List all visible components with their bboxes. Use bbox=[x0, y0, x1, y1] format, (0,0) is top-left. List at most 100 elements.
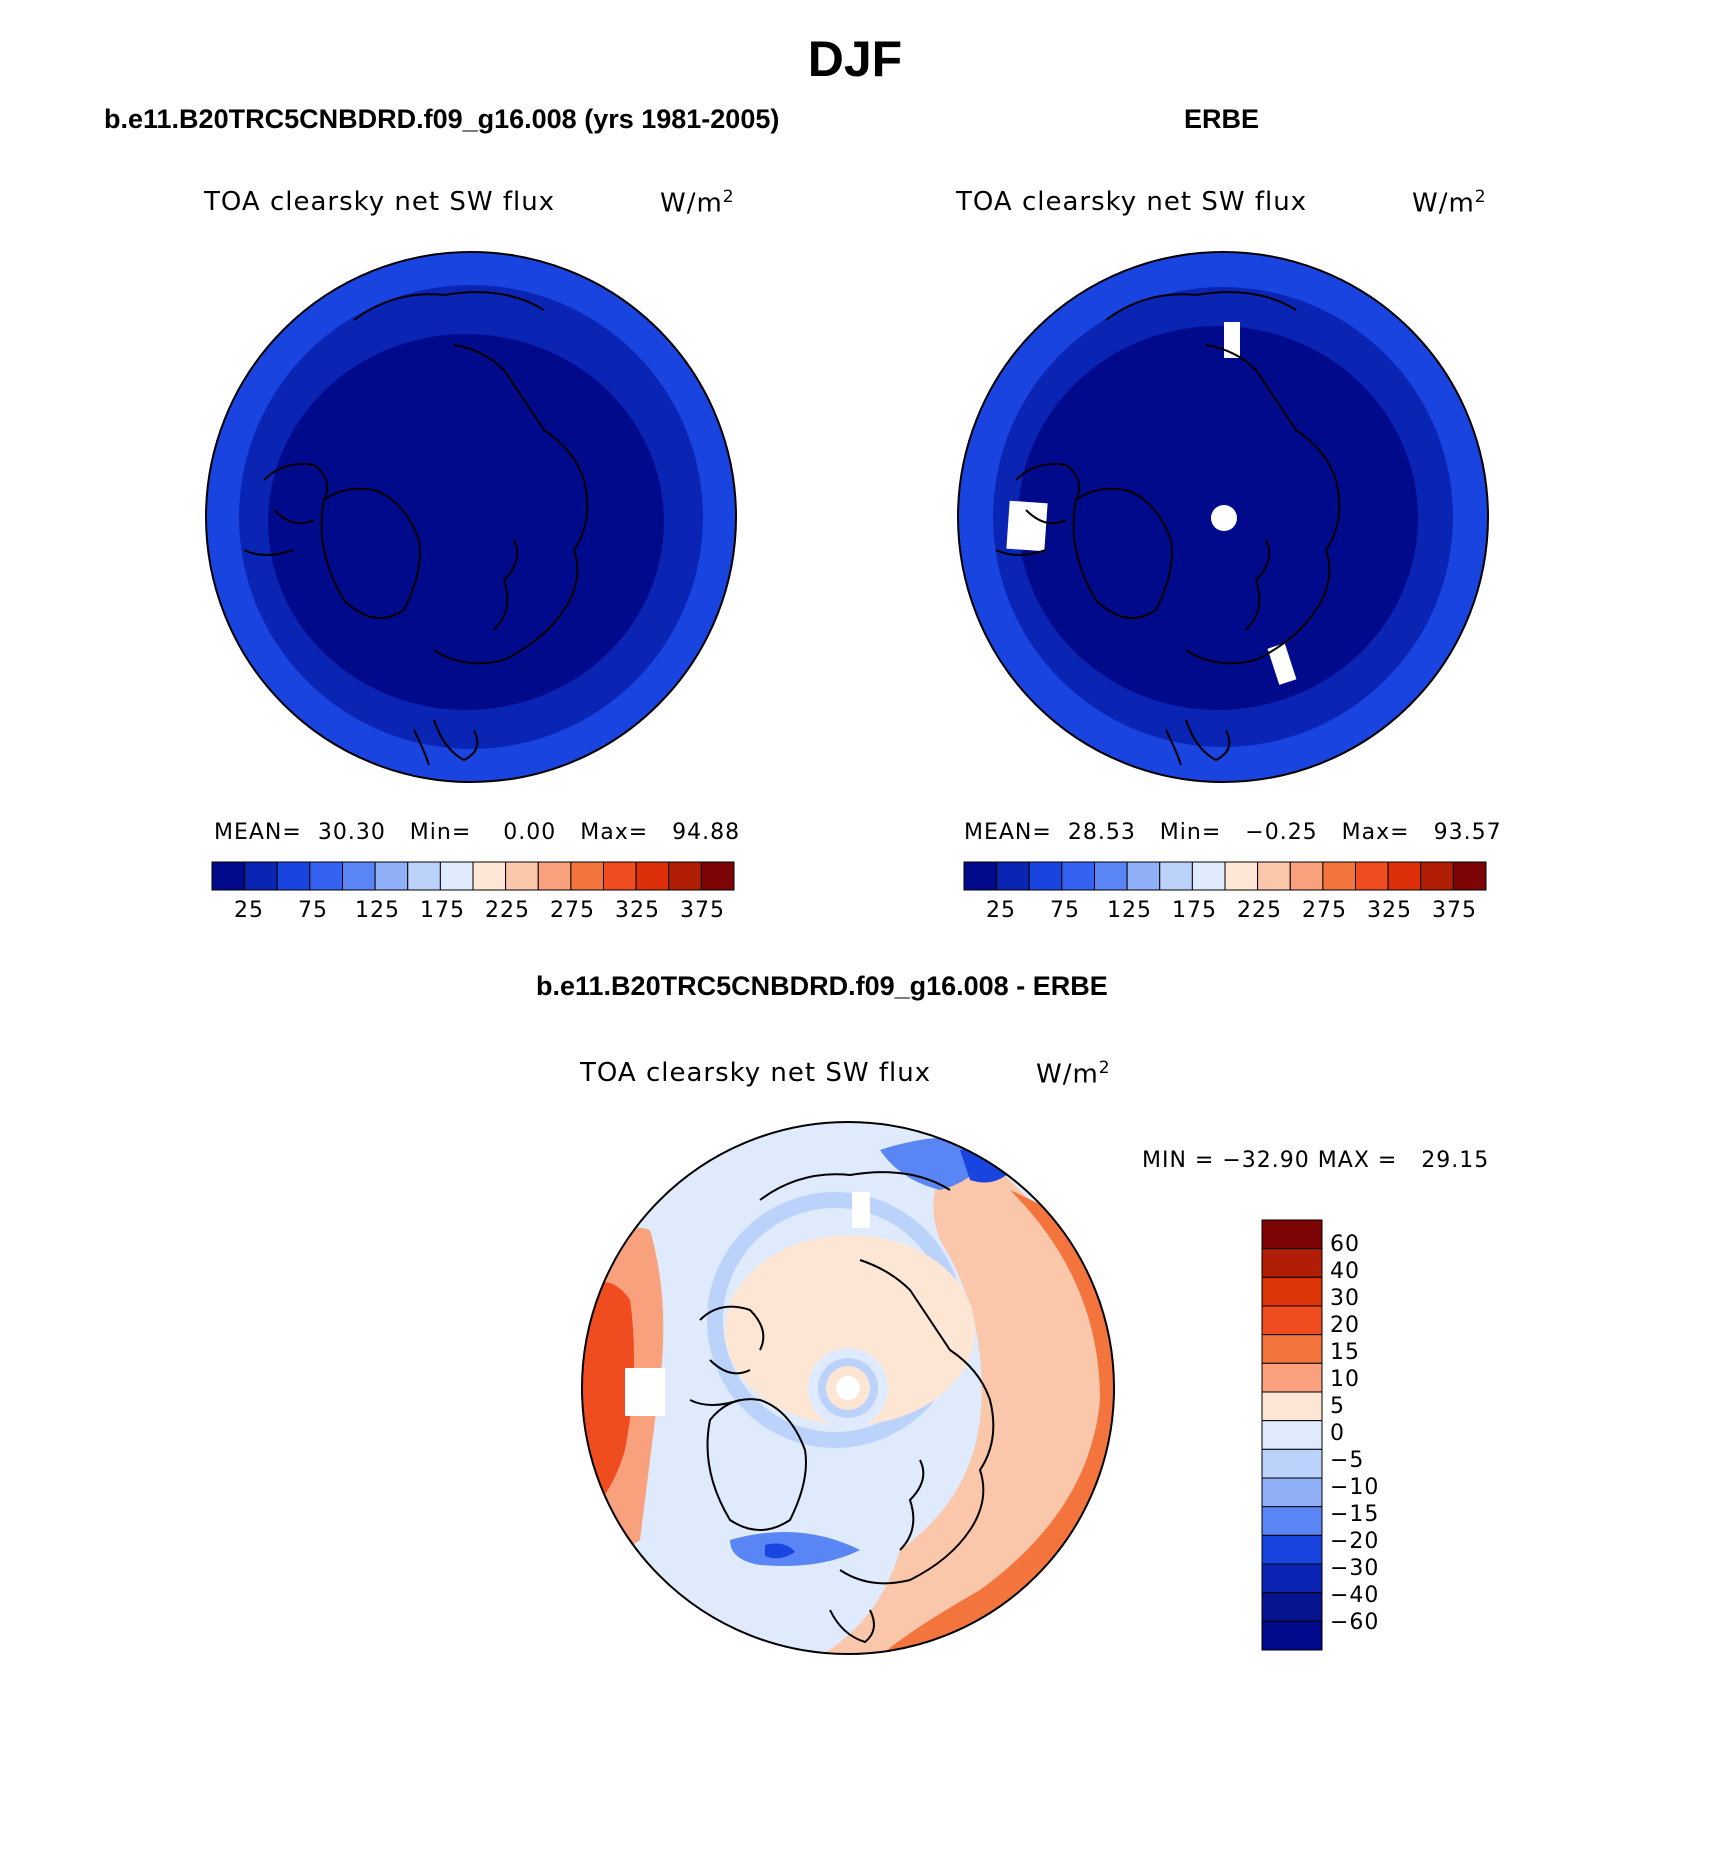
panel-1-coastline-northeast-asia bbox=[353, 291, 545, 321]
panel-2-cb-tick: 325 bbox=[1367, 898, 1412, 923]
panel-2-pole-hole bbox=[1211, 505, 1237, 531]
colorbar-segment bbox=[1028, 861, 1063, 891]
panel-2-polar-map bbox=[957, 251, 1489, 783]
colorbar-segment bbox=[1261, 1563, 1323, 1594]
panel-3-cb-tick: 5 bbox=[1330, 1394, 1345, 1419]
panel-2-cb-tick: 225 bbox=[1237, 898, 1282, 923]
colorbar-segment bbox=[1452, 861, 1487, 891]
colorbar-segment bbox=[1261, 1219, 1323, 1250]
panel-1-cb-tick: 25 bbox=[234, 898, 264, 923]
panel-1-inner-region bbox=[268, 334, 664, 710]
panel-1-colorbar bbox=[211, 861, 735, 891]
colorbar-segment bbox=[1261, 1448, 1323, 1479]
colorbar-segment bbox=[1387, 861, 1422, 891]
colorbar-segment bbox=[276, 861, 311, 891]
panel-2-cb-tick: 275 bbox=[1302, 898, 1347, 923]
panel-1-coastline-arctic-islands bbox=[243, 463, 329, 556]
panel-3-negative-patch-south bbox=[730, 1532, 860, 1566]
panel-3-cb-tick: −20 bbox=[1330, 1529, 1380, 1554]
panel-3-coastline-arctic-islands bbox=[689, 1305, 765, 1406]
colorbar-segment bbox=[1420, 861, 1454, 891]
panel-3-coastline-eurasia bbox=[839, 1259, 995, 1585]
colorbar-segment bbox=[1355, 861, 1389, 891]
colorbar-segment bbox=[407, 861, 441, 891]
panel-2-coastline-eurasia bbox=[1185, 344, 1341, 665]
panel-2-cb-tick: 25 bbox=[986, 898, 1016, 923]
panel-1-coastline-eurasia bbox=[433, 344, 589, 665]
panel-2-stats: MEAN= 28.53 Min= −0.25 Max= 93.57 bbox=[964, 820, 1502, 845]
panel-3-strong-positive-west bbox=[582, 1282, 634, 1520]
panel-1-colorbar-ticks: 25 75 125 175 225 275 325 375 bbox=[212, 898, 734, 928]
panel-2-map-border bbox=[957, 251, 1489, 783]
colorbar-segment bbox=[1126, 861, 1161, 891]
panel-2-colorbar bbox=[963, 861, 1487, 891]
colorbar-segment bbox=[244, 861, 278, 891]
panel-3-missing-data-patch bbox=[625, 1368, 665, 1416]
colorbar-segment bbox=[1257, 861, 1291, 891]
colorbar-segment bbox=[472, 861, 507, 891]
panel-2-colorbar-ticks: 25 75 125 175 225 275 325 375 bbox=[964, 898, 1486, 928]
figure-title: DJF bbox=[807, 31, 903, 87]
colorbar-segment bbox=[1261, 1305, 1323, 1336]
panel-2-coastline-scandinavia bbox=[1245, 539, 1271, 631]
panel-3-cb-tick: −5 bbox=[1330, 1448, 1365, 1473]
panel-3-subtitle: b.e11.B20TRC5CNBDRD.f09_g16.008 - ERBE bbox=[536, 971, 1108, 1001]
colorbar-segment bbox=[1261, 1276, 1323, 1307]
panel-1-cb-tick: 75 bbox=[298, 898, 328, 923]
colorbar-segment bbox=[1261, 1506, 1323, 1536]
panel-3-cb-tick: 60 bbox=[1330, 1232, 1360, 1257]
panel-3-cb-tick: 15 bbox=[1330, 1340, 1360, 1365]
panel-1-coastline-greenland bbox=[320, 487, 421, 619]
panel-2-missing-data-patch bbox=[1224, 322, 1240, 358]
colorbar-segment bbox=[1261, 1534, 1323, 1565]
panel-2-missing-data-patch bbox=[1006, 500, 1048, 552]
panel-3-stats: MIN = −32.90 MAX = 29.15 bbox=[1142, 1148, 1490, 1173]
panel-1-cb-tick: 225 bbox=[485, 898, 530, 923]
panel-1-cb-tick: 125 bbox=[355, 898, 400, 923]
panel-3-cb-tick: 10 bbox=[1330, 1367, 1360, 1392]
colorbar-segment bbox=[342, 861, 376, 891]
panel-3-colorbar bbox=[1261, 1219, 1323, 1651]
panel-2-variable-label: TOA clearsky net SW flux bbox=[956, 187, 1308, 217]
colorbar-segment bbox=[537, 861, 572, 891]
panel-1-cb-tick: 375 bbox=[680, 898, 725, 923]
panel-1-polar-map bbox=[205, 251, 737, 783]
panel-2-coastline-arctic-islands bbox=[995, 463, 1081, 556]
colorbar-segment bbox=[309, 861, 343, 891]
panel-3-cb-tick: 0 bbox=[1330, 1421, 1345, 1446]
panel-3-polar-map bbox=[581, 1121, 1115, 1655]
panel-2-cb-tick: 375 bbox=[1432, 898, 1477, 923]
panel-2-subtitle: ERBE bbox=[1184, 104, 1260, 134]
panel-3-missing-data-patch bbox=[852, 1192, 870, 1228]
panel-3-cb-tick: −10 bbox=[1330, 1475, 1380, 1500]
colorbar-segment bbox=[439, 861, 474, 891]
panel-1-cb-tick: 175 bbox=[420, 898, 465, 923]
colorbar-segment bbox=[1261, 1391, 1323, 1422]
panel-3-units: W/m2 bbox=[1036, 1058, 1111, 1090]
panel-1-variable-label: TOA clearsky net SW flux bbox=[204, 187, 556, 217]
colorbar-segment bbox=[1261, 1592, 1323, 1622]
colorbar-segment bbox=[1191, 861, 1226, 891]
colorbar-segment bbox=[1094, 861, 1128, 891]
panel-3-cb-tick: 30 bbox=[1330, 1286, 1360, 1311]
panel-3-coastline-greenland bbox=[706, 1398, 807, 1531]
panel-3-cb-tick: −60 bbox=[1330, 1610, 1380, 1635]
panel-2-missing-data-patch bbox=[1267, 643, 1297, 685]
panel-3-positive-band-east bbox=[820, 1140, 1114, 1654]
colorbar-segment bbox=[1261, 1362, 1323, 1393]
colorbar-segment bbox=[1261, 1248, 1323, 1278]
panel-1-stats: MEAN= 30.30 Min= 0.00 Max= 94.88 bbox=[214, 820, 741, 845]
colorbar-segment bbox=[1061, 861, 1095, 891]
colorbar-segment bbox=[1322, 861, 1356, 891]
colorbar-segment bbox=[1289, 861, 1324, 891]
panel-3-strong-positive-east bbox=[880, 1190, 1114, 1654]
panel-2-cb-tick: 125 bbox=[1107, 898, 1152, 923]
panel-3-coastline-scandinavia bbox=[899, 1459, 925, 1551]
panel-2-coastline-greenland bbox=[1072, 487, 1173, 619]
panel-1-cb-tick: 325 bbox=[615, 898, 660, 923]
colorbar-segment bbox=[1159, 861, 1193, 891]
colorbar-segment bbox=[1261, 1620, 1323, 1651]
panel-3-colorbar-ticks: 60 40 30 20 15 10 5 0 −5 −10 −15 −20 −30… bbox=[1330, 1220, 1430, 1650]
panel-3-cb-tick: −30 bbox=[1330, 1556, 1380, 1581]
colorbar-segment bbox=[505, 861, 539, 891]
